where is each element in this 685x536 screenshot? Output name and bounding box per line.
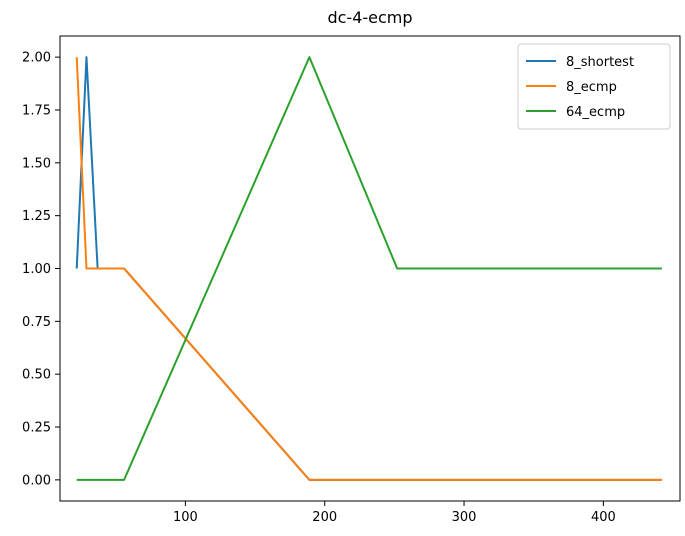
x-tick-label: 100 xyxy=(173,510,198,525)
legend-label-8_shortest: 8_shortest xyxy=(566,55,634,70)
y-tick-label: 0.00 xyxy=(22,473,51,488)
legend-label-8_ecmp: 8_ecmp xyxy=(566,80,617,95)
series-line-64_ecmp xyxy=(76,56,662,481)
legend-box xyxy=(517,43,671,130)
x-tick-label: 400 xyxy=(591,510,616,525)
y-tick-label: 1.50 xyxy=(22,156,51,171)
y-tick-label: 0.50 xyxy=(22,368,51,383)
y-axis-ticks: 0.00 0.25 0.50 0.75 1.00 1.25 1.50 1.75 2.00 xyxy=(22,51,60,488)
legend: 8_shortest 8_ecmp 64_ecmp xyxy=(517,43,671,130)
y-tick-label: 1.00 xyxy=(22,262,51,277)
y-tick-label: 0.25 xyxy=(22,421,51,436)
chart-title: dc-4-ecmp xyxy=(327,8,412,27)
y-tick-label: 1.25 xyxy=(22,209,51,224)
legend-label-64_ecmp: 64_ecmp xyxy=(566,105,625,120)
series-line-8_ecmp xyxy=(75,57,662,481)
x-tick-label: 300 xyxy=(452,510,477,525)
y-tick-label: 0.75 xyxy=(22,315,51,330)
x-axis-ticks: 100 200 300 400 xyxy=(173,501,616,525)
y-tick-label: 2.00 xyxy=(22,51,51,66)
plot-lines xyxy=(75,56,662,481)
x-tick-label: 200 xyxy=(312,510,337,525)
y-tick-label: 1.75 xyxy=(22,103,51,118)
